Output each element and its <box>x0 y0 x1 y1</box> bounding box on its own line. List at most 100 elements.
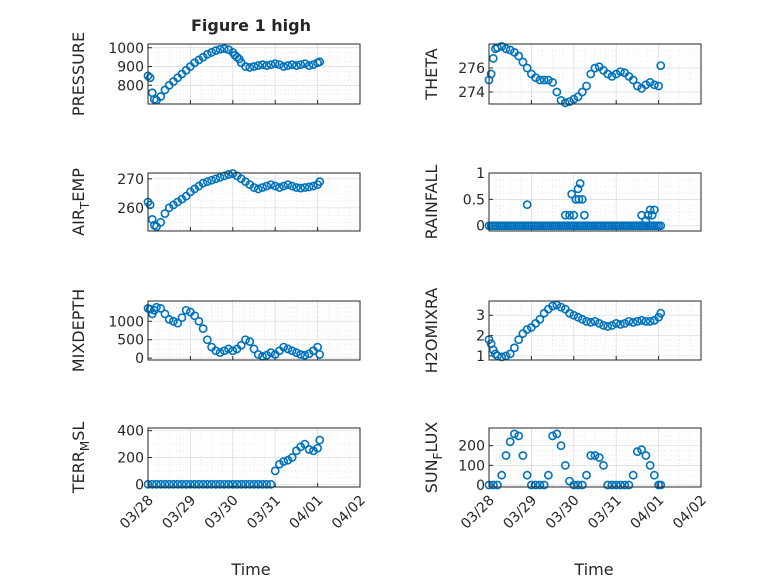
y-tick-label: 900 <box>117 60 144 76</box>
data-point <box>590 451 600 460</box>
data-point <box>590 316 600 326</box>
data-point <box>641 216 651 225</box>
y-tick-label: 270 <box>117 172 144 188</box>
axes-frame <box>488 300 702 361</box>
y-axis-label: H2OMIXRA <box>422 288 441 374</box>
data-point <box>313 443 322 453</box>
data-point <box>219 479 229 489</box>
data-point <box>574 194 584 204</box>
data-point <box>571 194 581 204</box>
y-tick-label: 2 <box>476 329 485 345</box>
data-point <box>641 80 651 90</box>
data-point <box>628 75 638 85</box>
data-point <box>645 205 655 215</box>
data-point <box>266 479 276 489</box>
x-tick-label: 03/30 <box>543 493 583 533</box>
data-point <box>198 178 208 188</box>
data-point <box>522 470 532 480</box>
y-tick-label: 0 <box>476 478 485 494</box>
y-tick-label: 3 <box>476 308 485 324</box>
data-point <box>620 318 630 328</box>
axes-frame <box>488 43 702 105</box>
data-point <box>262 479 272 489</box>
data-point <box>628 317 638 327</box>
y-tick-label: 260 <box>117 201 144 217</box>
data-point <box>279 62 289 71</box>
y-tick-label: 274 <box>458 85 485 101</box>
data-point <box>198 324 208 334</box>
data-point <box>304 61 314 70</box>
data-point <box>611 69 621 79</box>
data-point <box>522 63 532 73</box>
y-tick-label: 0 <box>476 219 485 235</box>
x-tick-label: 03/28 <box>458 493 498 533</box>
data-point <box>304 182 314 192</box>
data-point <box>207 479 216 489</box>
data-point <box>514 335 524 345</box>
data-point <box>215 348 225 358</box>
data-point <box>232 52 242 62</box>
data-point <box>624 480 634 490</box>
data-point <box>594 453 604 462</box>
data-point <box>493 480 502 490</box>
data-point <box>219 44 229 54</box>
data-point <box>202 479 212 489</box>
data-point <box>173 318 183 328</box>
data-point <box>287 60 297 70</box>
data-point <box>488 480 498 490</box>
data-point <box>616 319 625 329</box>
data-point <box>488 54 498 63</box>
data-point <box>531 73 541 82</box>
y-axis-label: THETA <box>422 48 441 100</box>
data-point <box>198 479 208 489</box>
y-tick-label: 276 <box>458 61 485 77</box>
data-point <box>556 302 566 312</box>
data-point <box>573 92 583 102</box>
data-point <box>291 61 301 70</box>
data-point <box>501 451 511 460</box>
data-point <box>514 431 524 441</box>
data-point <box>599 460 608 470</box>
data-point <box>543 75 553 85</box>
y-tick-label: 200 <box>117 451 144 467</box>
data-point <box>296 350 306 359</box>
data-point <box>224 344 233 354</box>
data-point <box>607 480 617 490</box>
data-point <box>266 348 276 358</box>
data-point <box>656 221 666 231</box>
y-axis-label: AIRTEMP <box>69 168 92 236</box>
data-point <box>232 479 242 489</box>
data-point <box>535 75 545 85</box>
data-point <box>202 177 212 187</box>
axes-frame <box>147 300 361 361</box>
y-axis-label: SUNFLUX <box>422 422 445 494</box>
data-point <box>245 337 255 346</box>
data-point <box>548 78 557 87</box>
data-point <box>258 183 267 192</box>
data-point <box>535 480 545 490</box>
data-point <box>552 87 562 97</box>
y-axis-label-main: THETA <box>422 48 441 100</box>
y-axis-label: RAINFALL <box>422 165 441 240</box>
data-point <box>577 314 587 324</box>
data-point <box>249 479 259 489</box>
data-point <box>548 301 557 311</box>
x-axis-label-right: Time <box>573 560 613 579</box>
rainfall-chart: 0 0.5 1 RAINFALL <box>422 165 702 240</box>
data-point <box>582 81 591 91</box>
data-point <box>510 429 519 439</box>
data-point <box>586 317 596 327</box>
y-axis-label-main: MIXDEPTH <box>69 289 88 372</box>
data-point <box>228 479 238 489</box>
y-tick-label: 400 <box>117 424 144 440</box>
data-point <box>177 479 187 489</box>
y-tick-label: 500 <box>117 333 144 349</box>
y-tick-label: 1 <box>476 166 485 182</box>
axes-frame <box>488 427 702 488</box>
y-axis-label-main: TERR <box>69 451 88 494</box>
data-point <box>577 480 587 490</box>
data-point <box>556 441 566 451</box>
data-point <box>291 348 301 358</box>
